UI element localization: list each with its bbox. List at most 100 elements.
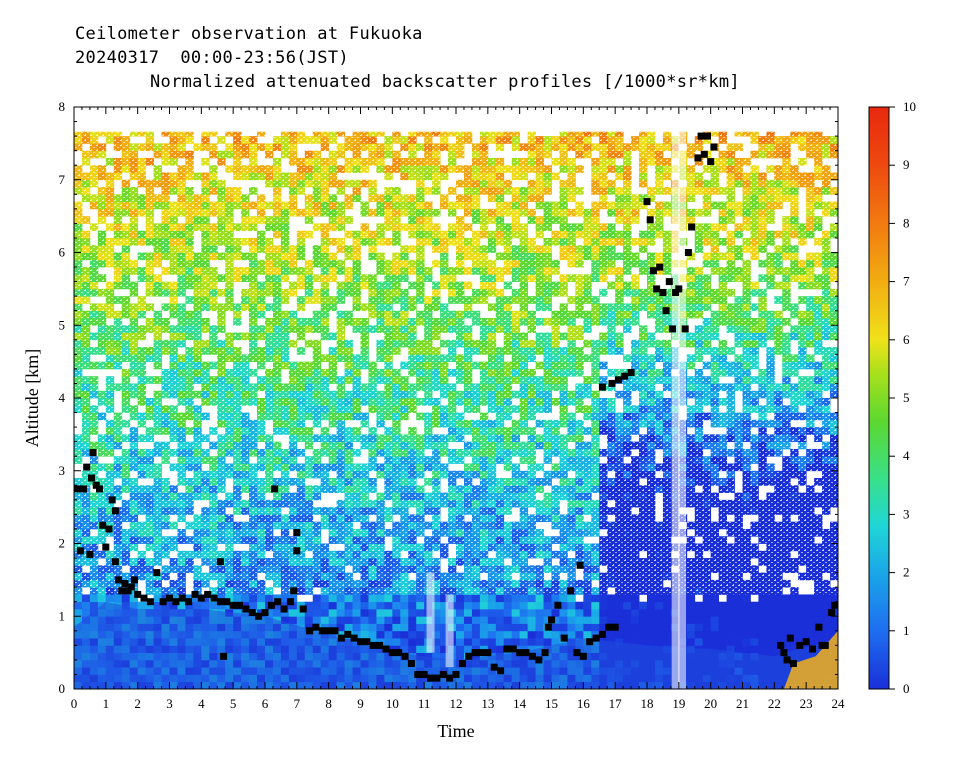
cloud-base-point (80, 485, 87, 493)
cloud-base-point (178, 594, 186, 602)
cloud-base-point (242, 605, 250, 613)
cloud-base-point (318, 627, 326, 635)
cloud-base-point (815, 623, 823, 631)
cloud-base-point (357, 638, 364, 646)
cloud-base-point (653, 285, 661, 293)
cloud-base-point (153, 569, 161, 577)
y-tick-label: 1 (59, 608, 66, 623)
y-tick-label: 5 (59, 317, 66, 332)
cloud-base-point (497, 667, 505, 675)
cloud-base-point (267, 601, 275, 609)
cloud-base-point (255, 612, 263, 620)
cloud-base-point (280, 605, 288, 613)
cloud-base-point (287, 598, 294, 606)
y-tick-label: 7 (59, 172, 66, 187)
x-tick-label: 10 (386, 696, 399, 711)
y-tick-label: 4 (59, 390, 66, 405)
x-axis-label: Time (437, 721, 474, 741)
cloud-base-point (780, 649, 788, 657)
cloud-base-point (675, 285, 683, 293)
cloud-base-point (395, 649, 403, 657)
cloud-base-point (458, 660, 466, 667)
colorbar-tick-label: 0 (903, 681, 910, 696)
y-tick-label: 3 (59, 463, 66, 478)
colorbar (869, 107, 889, 689)
cloud-base-point (710, 143, 718, 151)
cloud-base-point (672, 289, 680, 296)
cloud-base-point (704, 132, 711, 140)
cloud-base-point (111, 558, 119, 566)
cloud-base-point (337, 634, 345, 642)
cloud-base-point (115, 576, 123, 584)
cloud-base-point (197, 594, 205, 602)
cloud-base-point (688, 223, 696, 231)
cloud-base-point (503, 645, 511, 653)
x-tick-label: 22 (768, 696, 781, 711)
cloud-base-point (172, 598, 180, 606)
cloud-base-point (236, 601, 243, 609)
cloud-base-point (220, 652, 228, 660)
cloud-base-point (598, 630, 606, 638)
cloud-base-point (216, 558, 224, 566)
x-tick-label: 15 (545, 696, 558, 711)
colorbar-tick-label: 10 (903, 99, 916, 114)
cloud-base-point (567, 587, 575, 595)
cloud-base-point (229, 601, 237, 609)
cloud-base-point (124, 587, 132, 595)
cloud-base-point (118, 587, 126, 595)
cloud-base-point (274, 598, 282, 606)
cloud-base-point (831, 601, 838, 609)
cloud-base-point (121, 580, 129, 587)
x-tick-label: 7 (294, 696, 301, 711)
cloud-base-point (528, 652, 536, 660)
cloud-base-point (608, 379, 616, 387)
cloud-base-point (134, 590, 142, 598)
cloud-base-point (140, 594, 148, 602)
cloud-base-point (665, 278, 673, 286)
cloud-base-point (802, 638, 810, 646)
cloud-base-point (694, 154, 702, 162)
cloud-base-point (166, 594, 173, 602)
y-tick-label: 0 (59, 681, 66, 696)
y-tick-label: 2 (59, 536, 66, 551)
cloud-base-point (331, 627, 339, 635)
cloud-base-point (786, 634, 794, 642)
y-axis-label: Altitude [km] (22, 349, 42, 447)
cloud-base-point (96, 485, 103, 493)
colorbar-tick-label: 8 (903, 215, 910, 230)
cloud-base-point (108, 496, 116, 504)
cloud-base-point (74, 485, 81, 493)
colorbar-tick-label: 2 (903, 565, 910, 580)
x-axis: 0 1 2 3 4 5 6 7 8 9 10 11 12 13 14 15 16 17 18 19 20 21 22 23 24 (71, 107, 845, 711)
x-tick-label: 9 (357, 696, 364, 711)
cloud-base-point (99, 521, 107, 529)
x-tick-label: 6 (262, 696, 269, 711)
cloud-base-point (544, 623, 552, 631)
cloud-base-point (560, 634, 568, 642)
cloud-base-point (554, 601, 562, 609)
colorbar-tick-label: 7 (903, 274, 910, 289)
x-tick-label: 17 (609, 696, 623, 711)
x-tick-label: 4 (198, 696, 205, 711)
x-tick-label: 24 (832, 696, 846, 711)
cloud-base-point (290, 587, 298, 595)
cloud-base-point (344, 630, 352, 638)
cloud-base-point (369, 641, 377, 649)
cloud-base-point (407, 660, 415, 667)
cloud-base-point (579, 652, 587, 660)
cloud-base-point (669, 325, 676, 333)
cloud-base-point (783, 656, 791, 664)
x-tick-label: 14 (513, 696, 527, 711)
cloud-base-point (363, 638, 371, 646)
cloud-base-point (490, 663, 498, 671)
x-tick-label: 11 (418, 696, 431, 711)
cloud-base-point (627, 369, 635, 376)
cloud-base-point (471, 649, 479, 657)
x-tick-label: 5 (230, 696, 237, 711)
cloud-base-point (621, 372, 629, 380)
cloud-base-point (312, 623, 320, 631)
cloud-base-point (306, 627, 314, 635)
cloud-base-point (662, 307, 670, 315)
x-tick-label: 12 (450, 696, 463, 711)
cloud-base-point (105, 525, 113, 533)
